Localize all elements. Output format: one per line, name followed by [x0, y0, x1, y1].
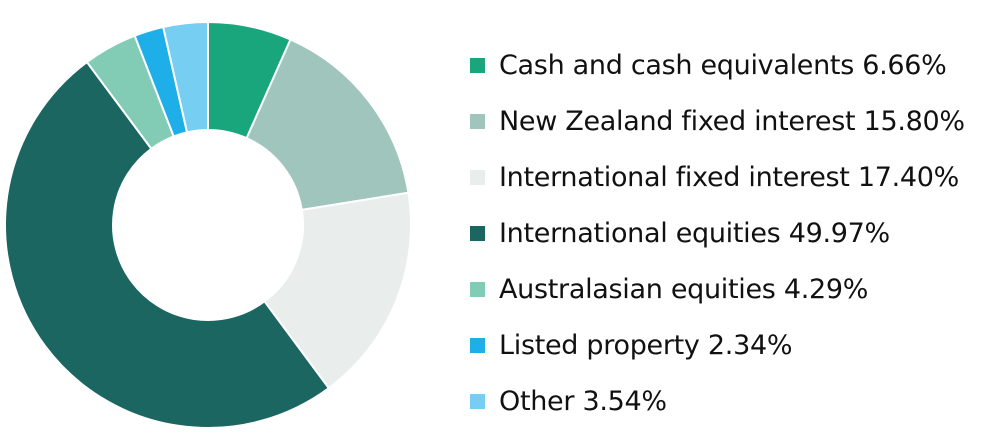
legend-value: 4.29% [783, 273, 869, 305]
legend-label-text: Australasian equities [499, 273, 776, 305]
legend-label: Listed property 2.34% [499, 329, 793, 361]
legend-value: 2.34% [707, 329, 793, 361]
legend-swatch [470, 337, 485, 353]
legend-label: Other 3.54% [499, 386, 667, 417]
legend-item: International equities 49.97% [470, 205, 965, 261]
legend-item: Cash and cash equivalents 6.66% [470, 37, 965, 93]
legend-label: International fixed interest 17.40% [499, 162, 959, 193]
legend-label: Cash and cash equivalents 6.66% [499, 50, 947, 81]
legend-swatch [470, 57, 485, 73]
donut-slice [263, 191, 412, 390]
legend-swatch [470, 281, 485, 297]
legend-swatch [470, 169, 485, 185]
donut-slice [4, 60, 331, 429]
legend-value: 17.40% [857, 161, 960, 193]
legend-item: Australasian equities 4.29% [470, 261, 965, 317]
legend: Cash and cash equivalents 6.66% New Zeala… [470, 37, 965, 429]
legend-item: International fixed interest 17.40% [470, 149, 965, 205]
legend-value: 15.80% [863, 105, 965, 137]
legend-label-text: New Zealand fixed interest [499, 105, 856, 137]
legend-item: Other 3.54% [470, 373, 965, 429]
legend-swatch [470, 225, 485, 241]
legend-label-text: Listed property [499, 329, 700, 361]
donut-slice [162, 20, 209, 134]
legend-swatch [470, 113, 485, 129]
legend-label-text: International equities [499, 217, 781, 249]
legend-label: Australasian equities 4.29% [499, 274, 868, 305]
legend-value: 49.97% [788, 217, 890, 249]
legend-value: 6.66% [862, 49, 947, 81]
legend-value: 3.54% [582, 385, 667, 417]
donut-chart [4, 20, 412, 429]
legend-item: Listed property 2.34% [470, 317, 965, 373]
legend-swatch [470, 393, 485, 409]
legend-label-text: International fixed interest [499, 161, 850, 193]
legend-label-text: Other [499, 385, 575, 417]
legend-label-text: Cash and cash equivalents [499, 49, 854, 81]
legend-item: New Zealand fixed interest 15.80% [470, 93, 965, 149]
legend-label: New Zealand fixed interest 15.80% [499, 106, 965, 137]
legend-label: International equities 49.97% [499, 218, 890, 249]
donut-slice [245, 38, 410, 212]
